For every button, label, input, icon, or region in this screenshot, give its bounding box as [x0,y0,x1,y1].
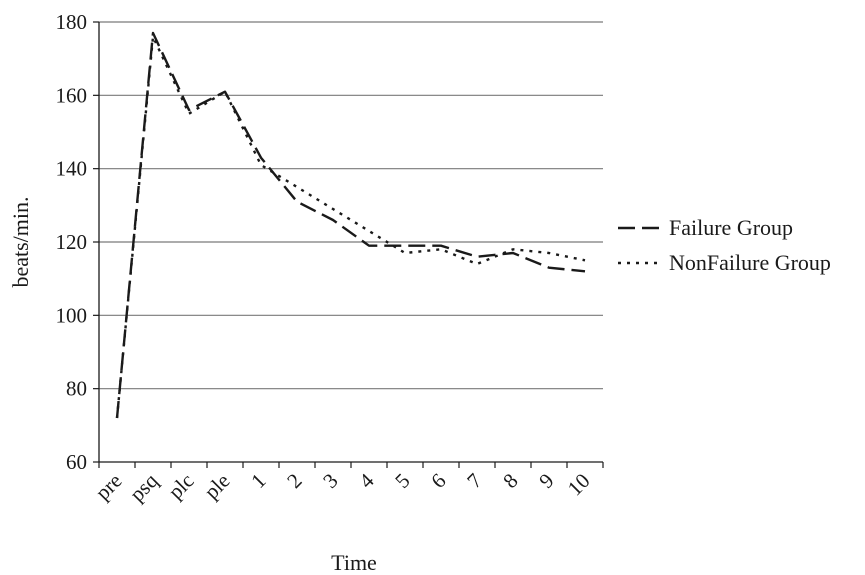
x-tick-label-pre: pre [91,469,127,505]
y-tick-label-100: 100 [56,303,88,327]
y-tick-label-180: 180 [56,10,88,34]
x-tick-label-7: 7 [462,469,486,493]
x-tick-label-5: 5 [390,469,414,493]
x-tick-label-1: 1 [246,469,270,493]
legend-label-nonfailure: NonFailure Group [669,250,831,275]
legend-item-failure: Failure Group [618,215,793,240]
y-tick-label-80: 80 [66,377,87,401]
x-axis-title: Time [331,550,377,575]
x-tick-label-8: 8 [498,469,522,493]
x-tick-label-4: 4 [354,468,379,493]
x-tick-label-ple: ple [199,469,234,504]
y-tick-label-140: 140 [56,157,88,181]
series-line-failure-group [115,31,586,419]
x-tick-label-2: 2 [282,469,306,493]
x-tick-label-6: 6 [426,469,450,493]
y-axis-title: beats/min. [8,196,33,287]
x-tick-label-9: 9 [534,469,558,493]
series-line-nonfailure-group [115,35,586,419]
x-tick-label-plc: plc [163,469,198,504]
y-tick-label-160: 160 [56,83,88,107]
x-tick-label-3: 3 [318,469,342,493]
y-tick-labels: 60 80 100 120 140 160 180 [56,10,99,474]
y-tick-label-60: 60 [66,450,87,474]
series-lines [115,31,586,419]
x-tick-label-10: 10 [563,469,595,501]
x-tick-label-psq: psq [125,468,163,506]
gridlines [99,21,603,390]
legend: Failure Group NonFailure Group [618,215,831,275]
y-tick-label-120: 120 [56,230,88,254]
legend-item-nonfailure: NonFailure Group [618,250,831,275]
legend-label-failure: Failure Group [669,215,793,240]
